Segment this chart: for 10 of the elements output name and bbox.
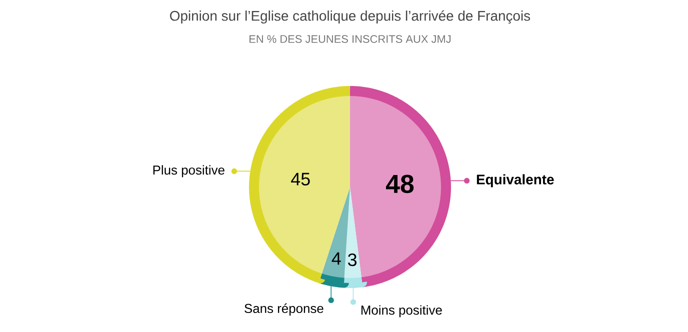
slice-label: Equivalente bbox=[476, 174, 554, 188]
chart-subtitle: EN % DES JEUNES INSCRITS AUX JMJ bbox=[250, 35, 451, 43]
data-label: 45 bbox=[291, 172, 310, 186]
data-label: 48 bbox=[386, 174, 414, 194]
slice-label: Plus positive bbox=[153, 165, 224, 178]
data-label: 4 bbox=[332, 252, 341, 265]
data-label: 3 bbox=[348, 253, 357, 266]
chart-title: Opinion sur l’Eglise catholique depuis l’arrivée de François bbox=[170, 10, 530, 24]
slice-label: Moins positive bbox=[361, 305, 442, 318]
slice-label: Sans réponse bbox=[244, 303, 324, 316]
